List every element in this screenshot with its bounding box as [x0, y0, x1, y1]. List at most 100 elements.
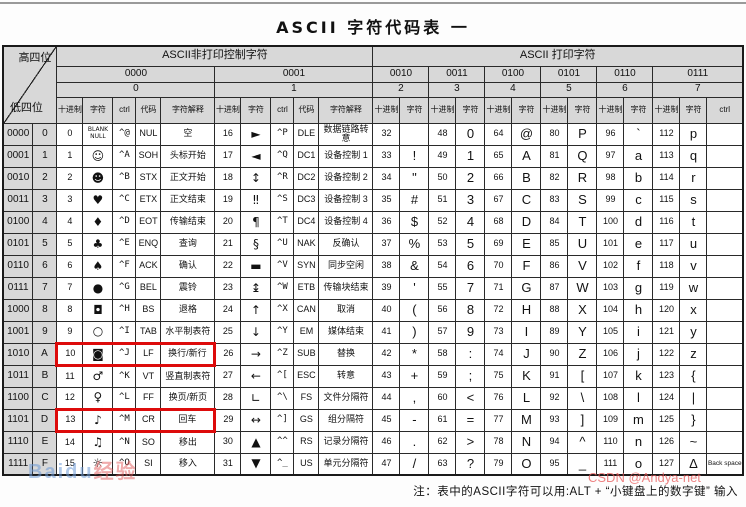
- cell-ctrl-combo: ^H: [112, 298, 137, 322]
- cell-printable-char: b: [623, 166, 654, 190]
- cell-printable-char: v: [679, 254, 708, 278]
- cell-ctrl-combo: ^D: [112, 210, 137, 234]
- cell-low-bits-hex: F: [32, 452, 58, 476]
- cell-explanation: 媒体结束: [318, 320, 374, 344]
- cell-decimal: 8: [56, 298, 84, 322]
- cell-decimal: 86: [540, 254, 569, 278]
- cell-explanation: 确认: [160, 254, 216, 278]
- cell-code-name: FF: [135, 386, 162, 410]
- subcolumn-label: 十进制: [372, 96, 401, 124]
- cell-explanation: 竖直制表符: [160, 364, 216, 388]
- subcolumn-label: 字符: [455, 96, 486, 124]
- cell-decimal: 88: [540, 298, 569, 322]
- cell-printable-char: <: [455, 386, 486, 410]
- cell-control-char: ←: [240, 364, 272, 388]
- cell-printable-char: z: [679, 342, 708, 366]
- cell-decimal: 18: [214, 166, 242, 190]
- cell-ctrl-combo: [706, 144, 744, 168]
- cell-low-bits-hex: C: [32, 386, 58, 410]
- cell-printable-char: P: [567, 122, 598, 146]
- cell-ctrl-combo: ^^: [270, 430, 295, 454]
- cell-printable-char: K: [511, 364, 542, 388]
- cell-explanation: 转意: [318, 364, 374, 388]
- cell-decimal: 1: [56, 144, 84, 168]
- cell-decimal: 3: [56, 188, 84, 212]
- cell-low-bits-binary: 1000: [2, 298, 34, 322]
- cell-code-name: ESC: [293, 364, 320, 388]
- cell-decimal: 77: [484, 408, 513, 432]
- cell-decimal: 9: [56, 320, 84, 344]
- cell-decimal: 62: [428, 430, 457, 454]
- cell-low-bits-binary: 1100: [2, 386, 34, 410]
- cell-decimal: 56: [428, 298, 457, 322]
- cell-control-char: ♣: [82, 232, 114, 256]
- cell-code-name: STX: [135, 166, 162, 190]
- cell-printable-char: G: [511, 276, 542, 300]
- cell-printable-char: 7: [455, 276, 486, 300]
- group-label: 0101: [540, 65, 598, 83]
- cell-printable-char: ): [399, 320, 430, 344]
- cell-printable-char: 1: [455, 144, 486, 168]
- cell-explanation: 设备控制 1: [318, 144, 374, 168]
- cell-low-bits-binary: 0101: [2, 232, 34, 256]
- cell-control-char: ↨: [240, 276, 272, 300]
- cell-explanation: 同步空闲: [318, 254, 374, 278]
- cell-ctrl-combo: ^P: [270, 122, 295, 146]
- cell-control-char: ¶: [240, 210, 272, 234]
- cell-ctrl-combo: [706, 254, 744, 278]
- cell-printable-char: {: [679, 364, 708, 388]
- cell-printable-char: t: [679, 210, 708, 234]
- cell-low-bits-hex: 0: [32, 122, 58, 146]
- cell-ctrl-combo-highlighted: ^J: [112, 341, 137, 367]
- cell-ctrl-combo: ^E: [112, 232, 137, 256]
- cell-code-name: EM: [293, 320, 320, 344]
- cell-ctrl-combo: ^R: [270, 166, 295, 190]
- cell-printable-char: V: [567, 254, 598, 278]
- cell-decimal: 46: [372, 430, 401, 454]
- cell-ctrl-combo: ^S: [270, 188, 295, 212]
- group-label: 0111: [652, 65, 744, 83]
- subcolumn-label: 十进制: [56, 96, 84, 124]
- cell-printable-char: ?: [455, 452, 486, 476]
- cell-printable-char: i: [623, 320, 654, 344]
- cell-code-name: GS: [293, 408, 320, 432]
- cell-printable-char: e: [623, 232, 654, 256]
- cell-decimal: 40: [372, 298, 401, 322]
- cell-low-bits-hex: 2: [32, 166, 58, 190]
- cell-decimal: 47: [372, 452, 401, 476]
- cell-ctrl-combo: [706, 320, 744, 344]
- cell-decimal: 39: [372, 276, 401, 300]
- subcolumn-label: 字符: [511, 96, 542, 124]
- cell-control-char-highlighted: ◙: [82, 341, 114, 367]
- axis-corner-cell: 高四位 低四位: [2, 45, 58, 124]
- subcolumn-label: 字符: [399, 96, 430, 124]
- table-row: 0101 5 5 ♣ ^E ENQ 查询 21 § ^U NAK 反确认 37% 53 5 69 E 85 U 101…: [2, 232, 744, 256]
- cell-control-char: ▼: [240, 452, 272, 476]
- cell-code-name: SUB: [293, 342, 320, 366]
- print-section-header: ASCII 打印字符: [372, 45, 744, 67]
- table-row: 0010 2 2 ☻ ^B STX 正文开始 18 ↕ ^R DC2 设备控制 2 34 " 50 2 66 B 8…: [2, 166, 744, 190]
- cell-control-char: ♦: [82, 210, 114, 234]
- cell-decimal: 96: [596, 122, 625, 146]
- group-label: 0011: [428, 65, 486, 83]
- cell-ctrl-combo: Back space: [706, 452, 744, 476]
- table-row: 1000 8 8 ◘ ^H BS 退格 24 ↑ ^X CAN 取消 40(56 8 72 H 88 X 104 h 1…: [2, 298, 744, 322]
- group-label: 6: [596, 81, 654, 98]
- cell-decimal: 37: [372, 232, 401, 256]
- group-binary-row: 0000 0001 0010 0011 0100 0101 0110 0111: [3, 65, 744, 83]
- table-row: 0001 1 1 ☺ ^A SOH 头标开始 17 ◄ ^Q DC1 设备控制 1 33! 49 1 65 A 8…: [2, 144, 744, 168]
- cell-printable-char: U: [567, 232, 598, 256]
- cell-decimal: 36: [372, 210, 401, 234]
- cell-printable-char: ~: [679, 430, 708, 454]
- cell-ctrl-combo: ^]: [270, 408, 295, 432]
- cell-ctrl-combo: [706, 276, 744, 300]
- cell-printable-char: W: [567, 276, 598, 300]
- ascii-code-table: 高四位 低四位 ASCII非打印控制字符 ASCII 打印字符 0000 0001…: [1, 45, 745, 476]
- cell-decimal: 73: [484, 320, 513, 344]
- cell-decimal: 33: [372, 144, 401, 168]
- cell-ctrl-combo: ^Y: [270, 320, 295, 344]
- cell-decimal: 35: [372, 188, 401, 212]
- cell-ctrl-combo: [706, 210, 744, 234]
- cell-low-bits-hex: 5: [32, 232, 58, 256]
